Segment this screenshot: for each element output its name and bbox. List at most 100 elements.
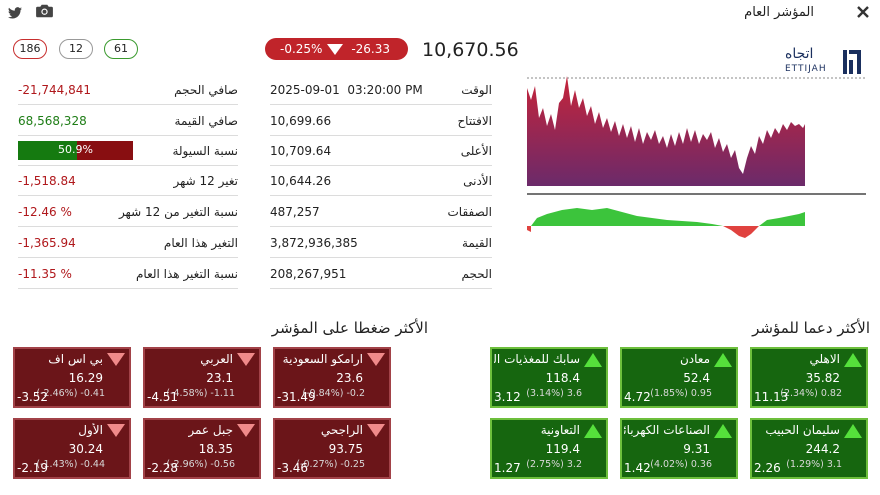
stock-name: سليمان الحبيب bbox=[765, 423, 840, 437]
info-row-open: 10,699.66 الافتتاح bbox=[270, 106, 492, 136]
unchanged-count-badge: 12 bbox=[59, 39, 93, 59]
index-points-impact: -3.46 bbox=[277, 461, 309, 475]
info-value: 2025-09-01 03:20:00 PM bbox=[270, 82, 423, 97]
index-points-impact: -2.19 bbox=[17, 461, 49, 475]
stock-tile[interactable]: الاهلي 35.82 (2.34%) 0.82 11.13 bbox=[750, 347, 868, 408]
info-row-turnover: 3,872,936,385 القيمة bbox=[270, 228, 492, 258]
up-arrow-icon bbox=[714, 353, 732, 367]
stat-value: -11.35 % bbox=[18, 266, 72, 281]
stock-name: معادن bbox=[679, 352, 710, 366]
stock-name: ارامكو السعودية bbox=[282, 352, 363, 366]
stat-label: نسبة التغير هذا العام bbox=[135, 266, 238, 281]
info-row-high: 10,709.64 الأعلى bbox=[270, 136, 492, 166]
stock-tile[interactable]: الراجحي 93.75 (-0.27%) -0.25 -3.46 bbox=[273, 418, 391, 479]
down-arrow-icon bbox=[367, 353, 385, 366]
stat-row-change-ytd: -1,365.94 التغير هذا العام bbox=[18, 228, 238, 258]
ettijah-logo: اتجاه ETTIJAH bbox=[783, 46, 863, 78]
up-arrow-icon bbox=[844, 424, 862, 438]
stock-tile[interactable]: سابك للمغذيات الزراعية 118.4 (3.14%) 3.6 3.… bbox=[490, 347, 608, 408]
supportive-title: الأكثر دعما للمؤشر bbox=[752, 319, 870, 337]
stock-price: 30.24 bbox=[68, 442, 103, 456]
index-change-pill: -0.25% -26.33 bbox=[265, 38, 408, 60]
index-points-impact: -31.49 bbox=[277, 390, 316, 404]
liquidity-percent: 50.9% bbox=[58, 143, 93, 156]
index-points-impact: -4.51 bbox=[147, 390, 179, 404]
stock-price: 9.31 bbox=[683, 442, 710, 456]
info-value: 10,644.26 bbox=[270, 173, 332, 188]
index-points-impact: 11.13 bbox=[754, 390, 789, 404]
declined-count-badge: 186 bbox=[13, 39, 47, 59]
close-icon[interactable] bbox=[854, 3, 872, 21]
camera-icon[interactable] bbox=[35, 2, 53, 20]
stock-name: سابك للمغذيات الزراعية bbox=[494, 352, 580, 366]
intraday-chart-svg bbox=[527, 76, 866, 238]
info-value: 487,257 bbox=[270, 204, 320, 219]
stock-tile[interactable]: التعاونية 119.4 (2.75%) 3.2 1.27 bbox=[490, 418, 608, 479]
stock-change: (-2.96%) -0.56 bbox=[166, 459, 235, 470]
twitter-icon[interactable] bbox=[6, 4, 24, 22]
down-arrow-icon bbox=[107, 353, 125, 366]
info-row-trades: 487,257 الصفقات bbox=[270, 197, 492, 227]
info-value: 10,699.66 bbox=[270, 113, 332, 128]
index-points-impact: 1.42 bbox=[624, 461, 651, 475]
index-change-percent: -0.25% bbox=[280, 42, 323, 56]
down-arrow-icon bbox=[327, 44, 343, 55]
stock-price: 244.2 bbox=[805, 442, 840, 456]
intraday-chart[interactable]: اتجاه ETTIJAH bbox=[527, 28, 866, 253]
info-row-low: 10,644.26 الأدنى bbox=[270, 166, 492, 196]
stock-name: الراجحي bbox=[320, 423, 363, 437]
stat-row-change-12m-pct: -12.46 % نسبة التغير من 12 شهر bbox=[18, 197, 238, 227]
stock-price: 18.35 bbox=[198, 442, 233, 456]
info-value: 3,872,936,385 bbox=[270, 235, 358, 250]
stock-change: (3.14%) 3.6 bbox=[526, 388, 582, 399]
stock-name: بي اس اف bbox=[48, 352, 103, 366]
up-arrow-icon bbox=[584, 353, 602, 367]
stock-tile[interactable]: بي اس اف 16.29 (-2.46%) -0.41 -3.52 bbox=[13, 347, 131, 408]
index-points-impact: 3.12 bbox=[494, 390, 521, 404]
stat-value: -1,518.84 bbox=[18, 173, 76, 188]
index-points-impact: 2.26 bbox=[754, 461, 781, 475]
stat-label: نسبة التغير من 12 شهر bbox=[118, 204, 238, 219]
index-points-impact: 1.27 bbox=[494, 461, 521, 475]
info-label: الافتتاح bbox=[457, 113, 492, 128]
stock-price: 35.82 bbox=[805, 371, 840, 385]
price-area bbox=[527, 76, 805, 186]
stock-tile[interactable]: العربي 23.1 (-4.58%) -1.11 -4.51 bbox=[143, 347, 261, 408]
index-points-impact: -3.52 bbox=[17, 390, 49, 404]
stock-tile[interactable]: سليمان الحبيب 244.2 (1.29%) 3.1 2.26 bbox=[750, 418, 868, 479]
stock-name: الصناعات الكهربائية bbox=[624, 423, 710, 437]
stock-name: الأول bbox=[78, 423, 103, 437]
stat-value: -12.46 % bbox=[18, 204, 72, 219]
up-arrow-icon bbox=[714, 424, 732, 438]
stock-change: (-0.84%) -0.2 bbox=[302, 388, 365, 399]
info-value: 10,709.64 bbox=[270, 143, 332, 158]
stat-label: تغير 12 شهر bbox=[173, 173, 239, 188]
up-arrow-icon bbox=[844, 353, 862, 367]
stock-tile[interactable]: معادن 52.4 (1.85%) 0.95 4.72 bbox=[620, 347, 738, 408]
stat-row-net-volume: -21,744,841 صافي الحجم bbox=[18, 75, 238, 105]
up-arrow-icon bbox=[584, 424, 602, 438]
info-label: الحجم bbox=[461, 266, 492, 281]
stat-row-change-ytd-pct: -11.35 % نسبة التغير هذا العام bbox=[18, 259, 238, 289]
liquidity-bar: 50.9% bbox=[18, 141, 133, 160]
stat-value: -1,365.94 bbox=[18, 235, 76, 250]
stat-row-change-12m: -1,518.84 تغير 12 شهر bbox=[18, 166, 238, 196]
stock-change: (-1.43%) -0.44 bbox=[36, 459, 105, 470]
info-label: الصفقات bbox=[447, 204, 493, 219]
advanced-count-badge: 61 bbox=[104, 39, 138, 59]
index-points-impact: -2.28 bbox=[147, 461, 179, 475]
breadth-negative bbox=[527, 226, 759, 238]
stock-tile[interactable]: الأول 30.24 (-1.43%) -0.44 -2.19 bbox=[13, 418, 131, 479]
stock-name: الاهلي bbox=[809, 352, 840, 366]
stock-name: العربي bbox=[200, 352, 233, 366]
stock-name: التعاونية bbox=[540, 423, 580, 437]
index-change-points: -26.33 bbox=[351, 42, 390, 56]
stock-tile[interactable]: جبل عمر 18.35 (-2.96%) -0.56 -2.28 bbox=[143, 418, 261, 479]
stock-price: 119.4 bbox=[545, 442, 580, 456]
stock-name: جبل عمر bbox=[188, 423, 233, 437]
stock-tile[interactable]: ارامكو السعودية 23.6 (-0.84%) -0.2 -31.49 bbox=[273, 347, 391, 408]
info-label: الأعلى bbox=[460, 143, 492, 158]
page-title: المؤشر العام bbox=[744, 5, 814, 20]
stock-tile[interactable]: الصناعات الكهربائية 9.31 (4.02%) 0.361.42 bbox=[620, 418, 738, 479]
stock-price: 16.29 bbox=[68, 371, 103, 385]
